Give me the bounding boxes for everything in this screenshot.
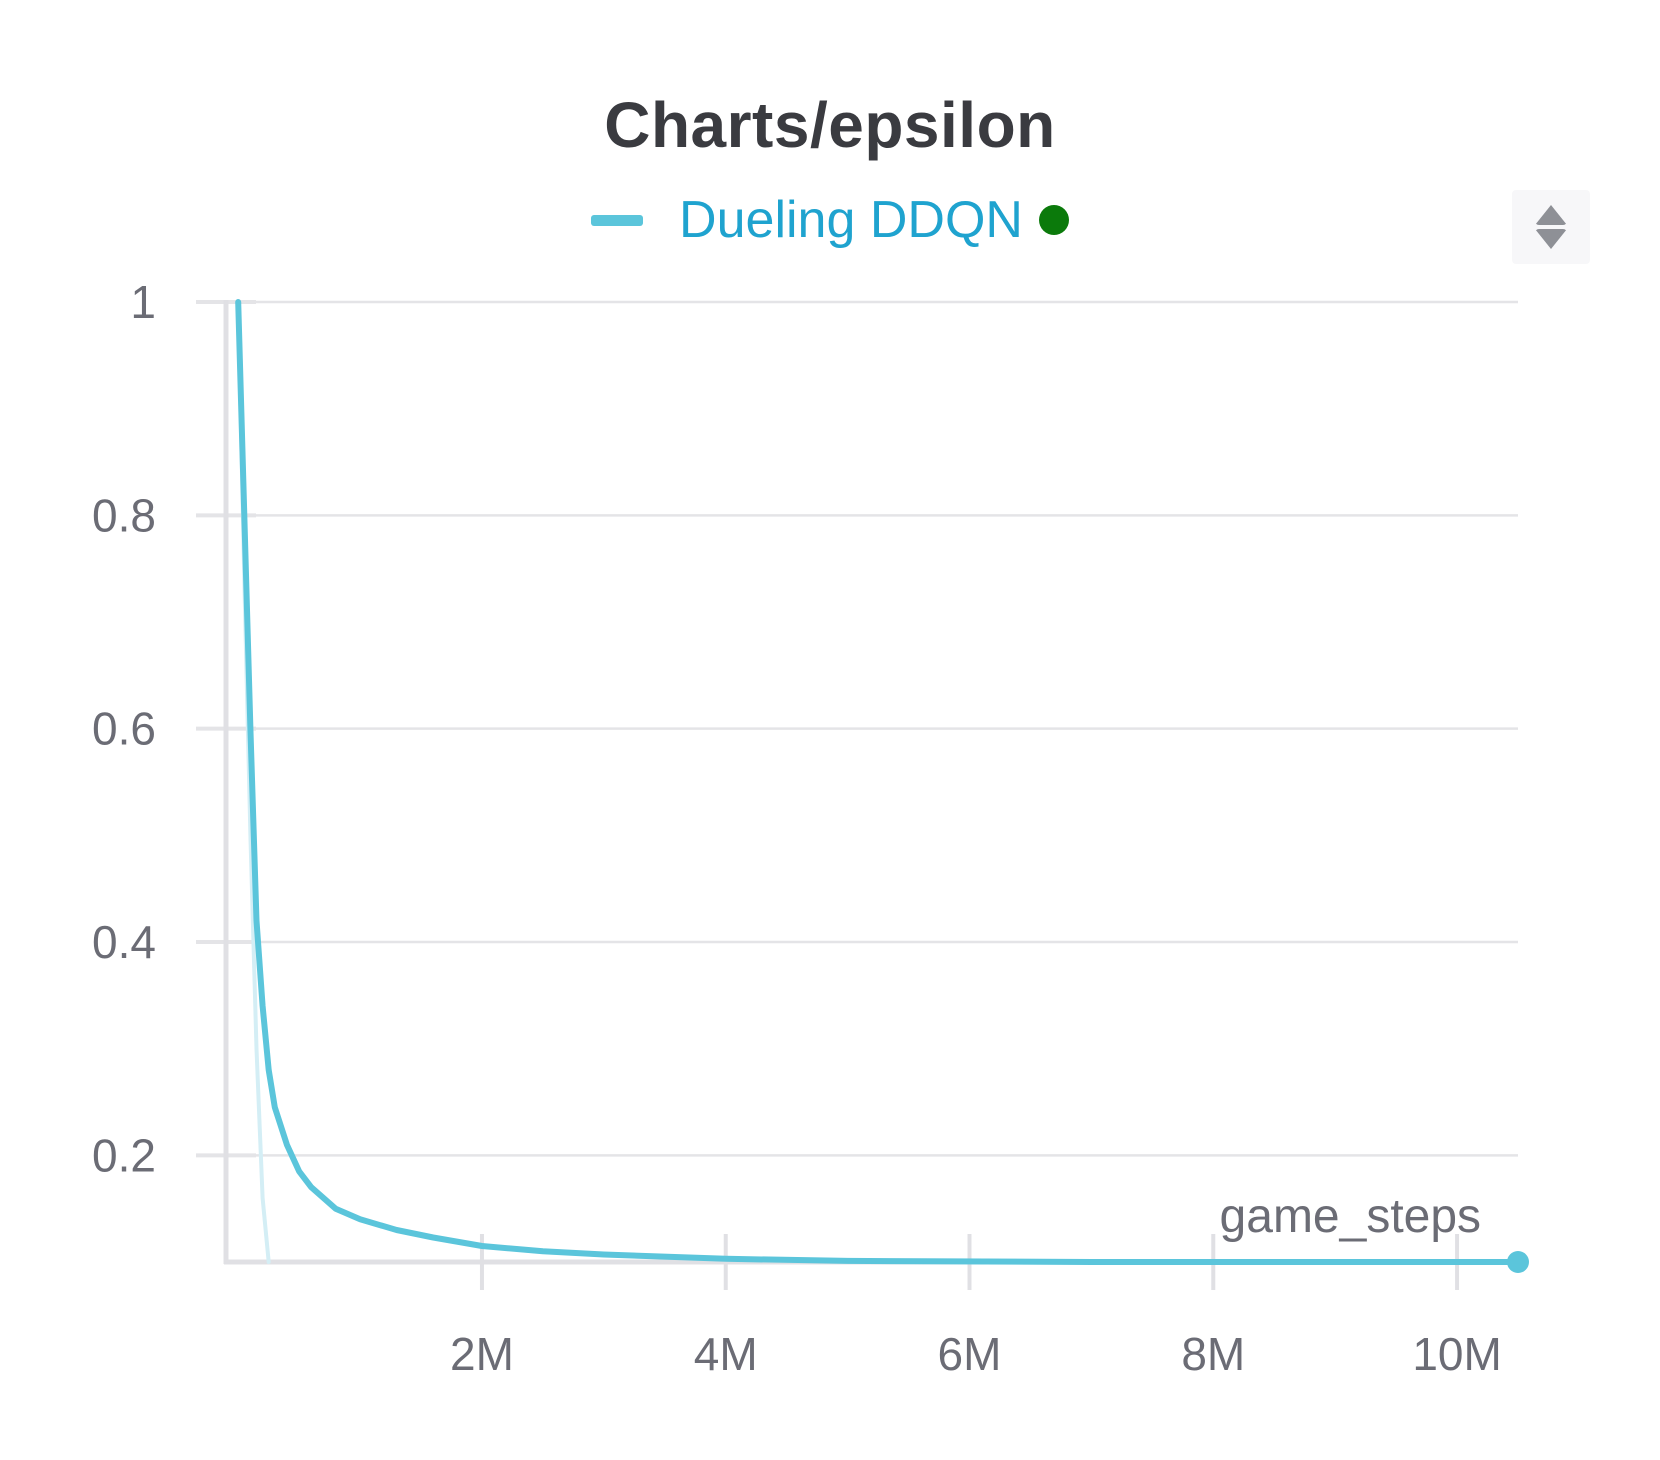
sort-down-icon [1535,229,1567,249]
series-endpoint-marker [1507,1251,1529,1273]
x-tick-label: 10M [1412,1328,1501,1380]
sort-up-icon [1535,205,1567,225]
legend: Dueling DDQN [0,190,1660,250]
x-tick-label: 4M [694,1328,758,1380]
y-tick-label: 1 [130,276,156,328]
tick-labels: 0.2 0.4 0.6 0.8 1 2M 4M 6M 8M 10M game_steps [92,276,1502,1380]
run-status-dot [1038,205,1069,235]
y-tick-label: 0.6 [92,703,156,755]
y-tick-label: 0.8 [92,489,156,541]
y-tick-label: 0.4 [92,916,156,968]
x-tick-label: 8M [1181,1328,1245,1380]
series-line [235,299,1521,1265]
series-layer [235,299,1529,1273]
legend-series-swatch [591,214,644,226]
x-axis-label: game_steps [1220,1190,1482,1243]
sort-toggle-button[interactable] [1512,190,1590,264]
chart-title: Charts/epsilon [604,89,1056,161]
x-tick-label: 2M [450,1328,514,1380]
axes [196,300,1518,1290]
legend-series-label[interactable]: Dueling DDQN [679,191,1023,249]
y-tick-label: 0.2 [92,1129,156,1181]
x-tick-label: 6M [938,1328,1002,1380]
grid-lines [196,300,1518,1157]
